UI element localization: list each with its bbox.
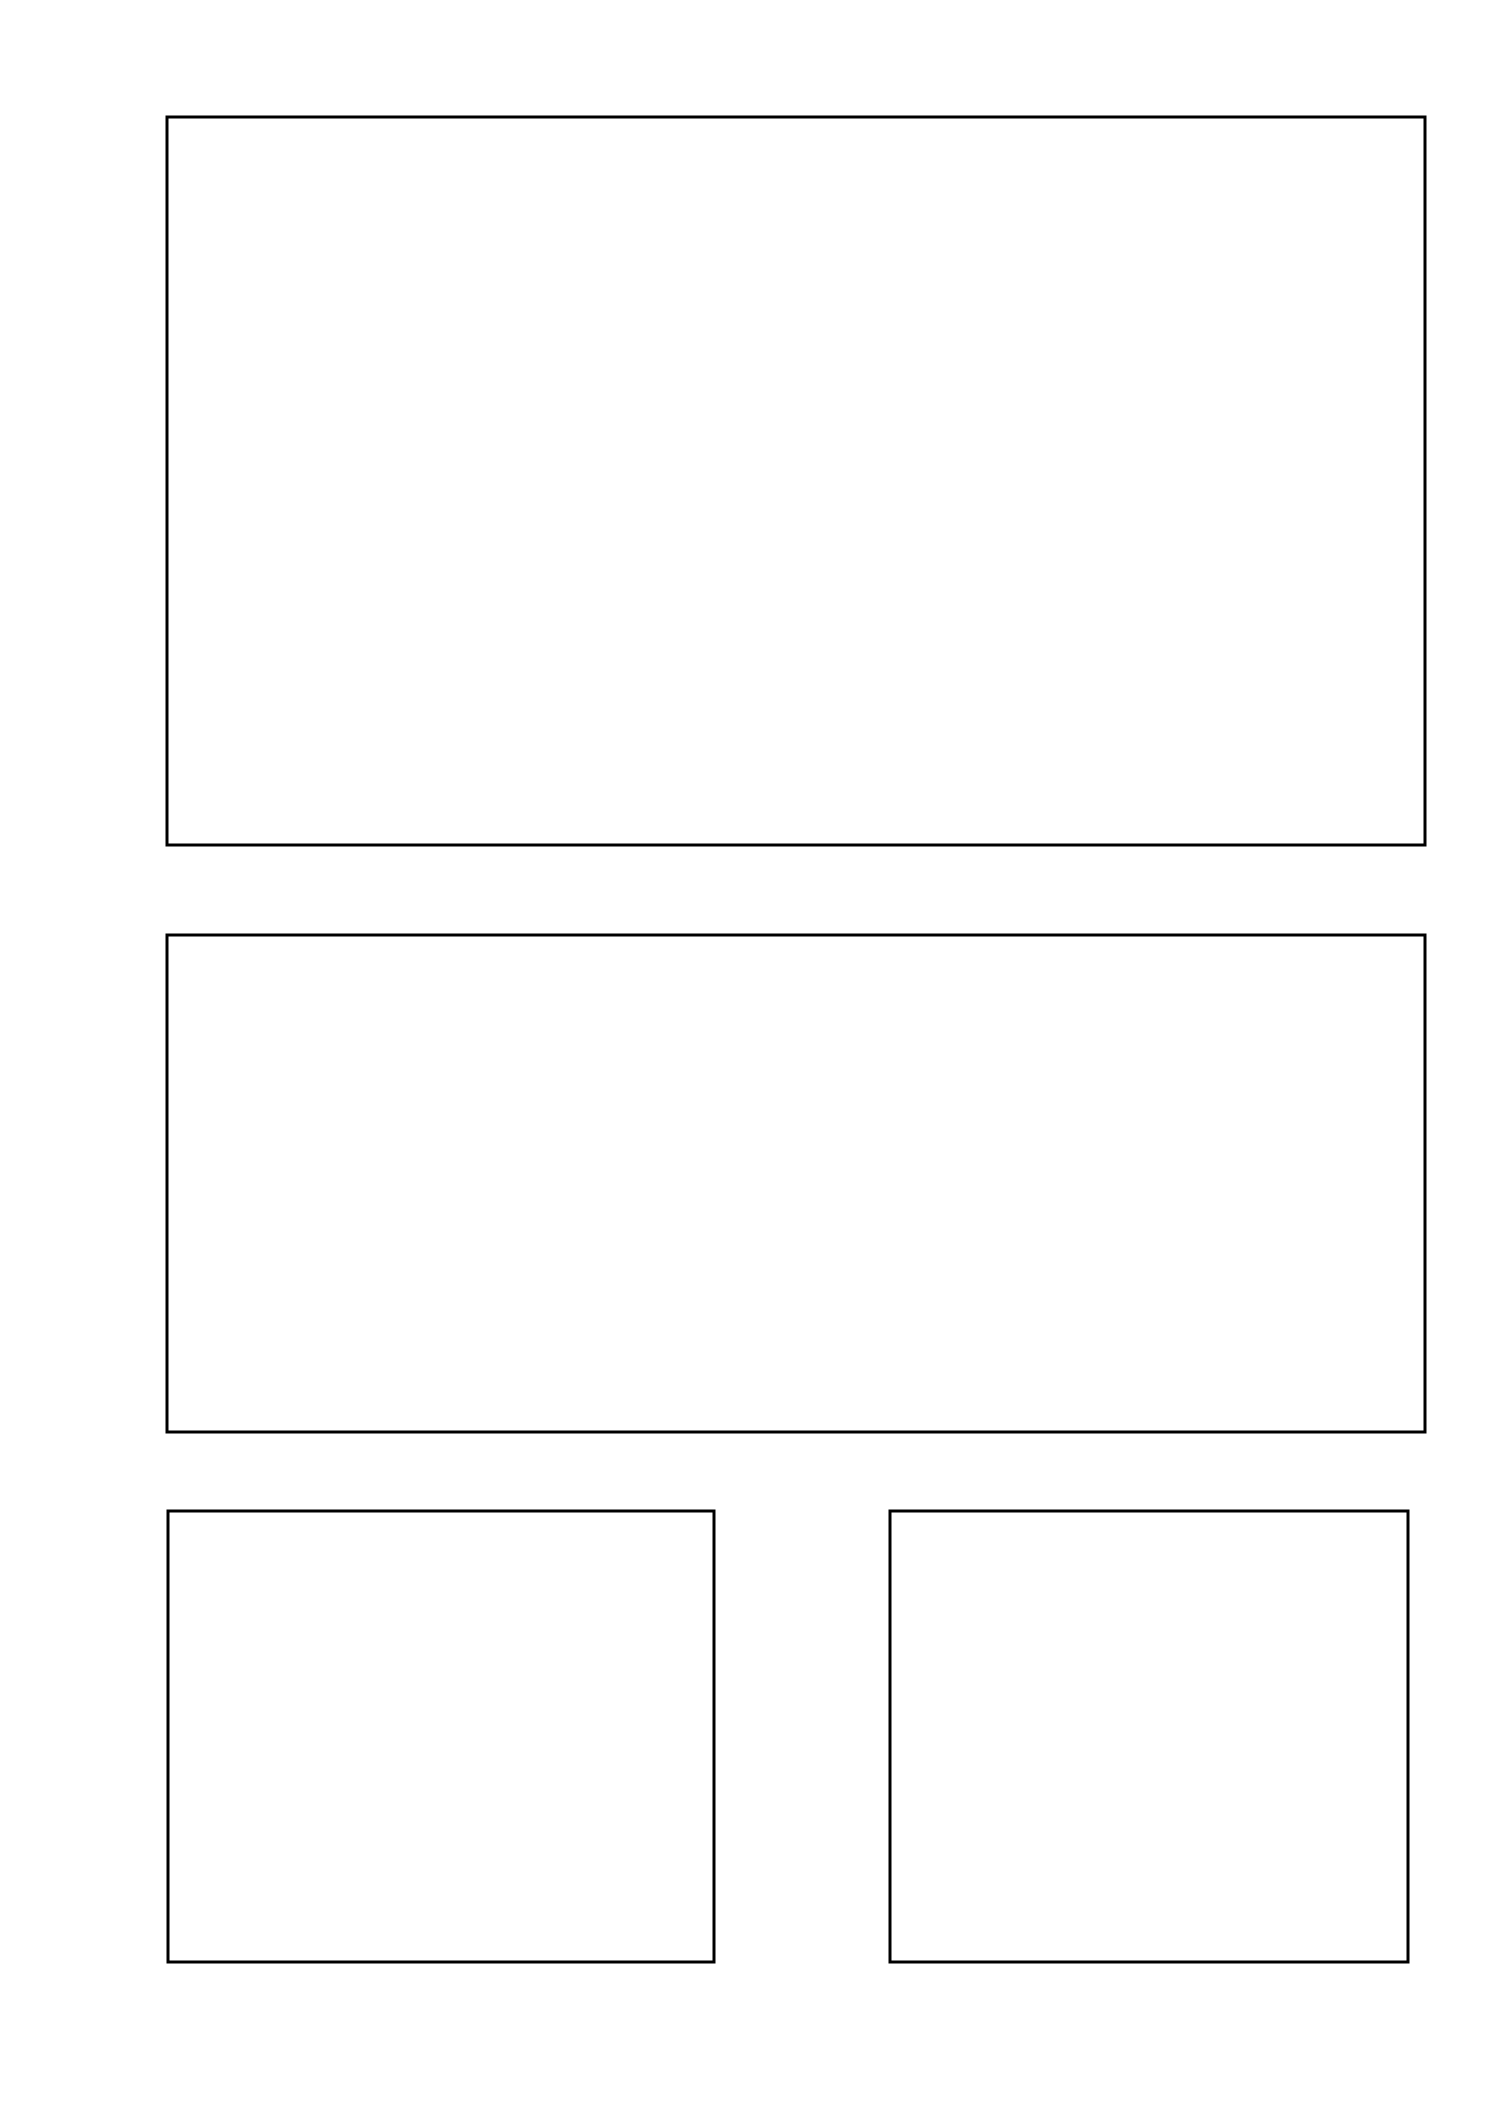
- mdev-panel-box: [166, 1509, 716, 1964]
- tdev-panel-box: [888, 1509, 1410, 1964]
- top-panel-box: [165, 115, 1427, 847]
- residuals-panel-box: [165, 933, 1427, 1434]
